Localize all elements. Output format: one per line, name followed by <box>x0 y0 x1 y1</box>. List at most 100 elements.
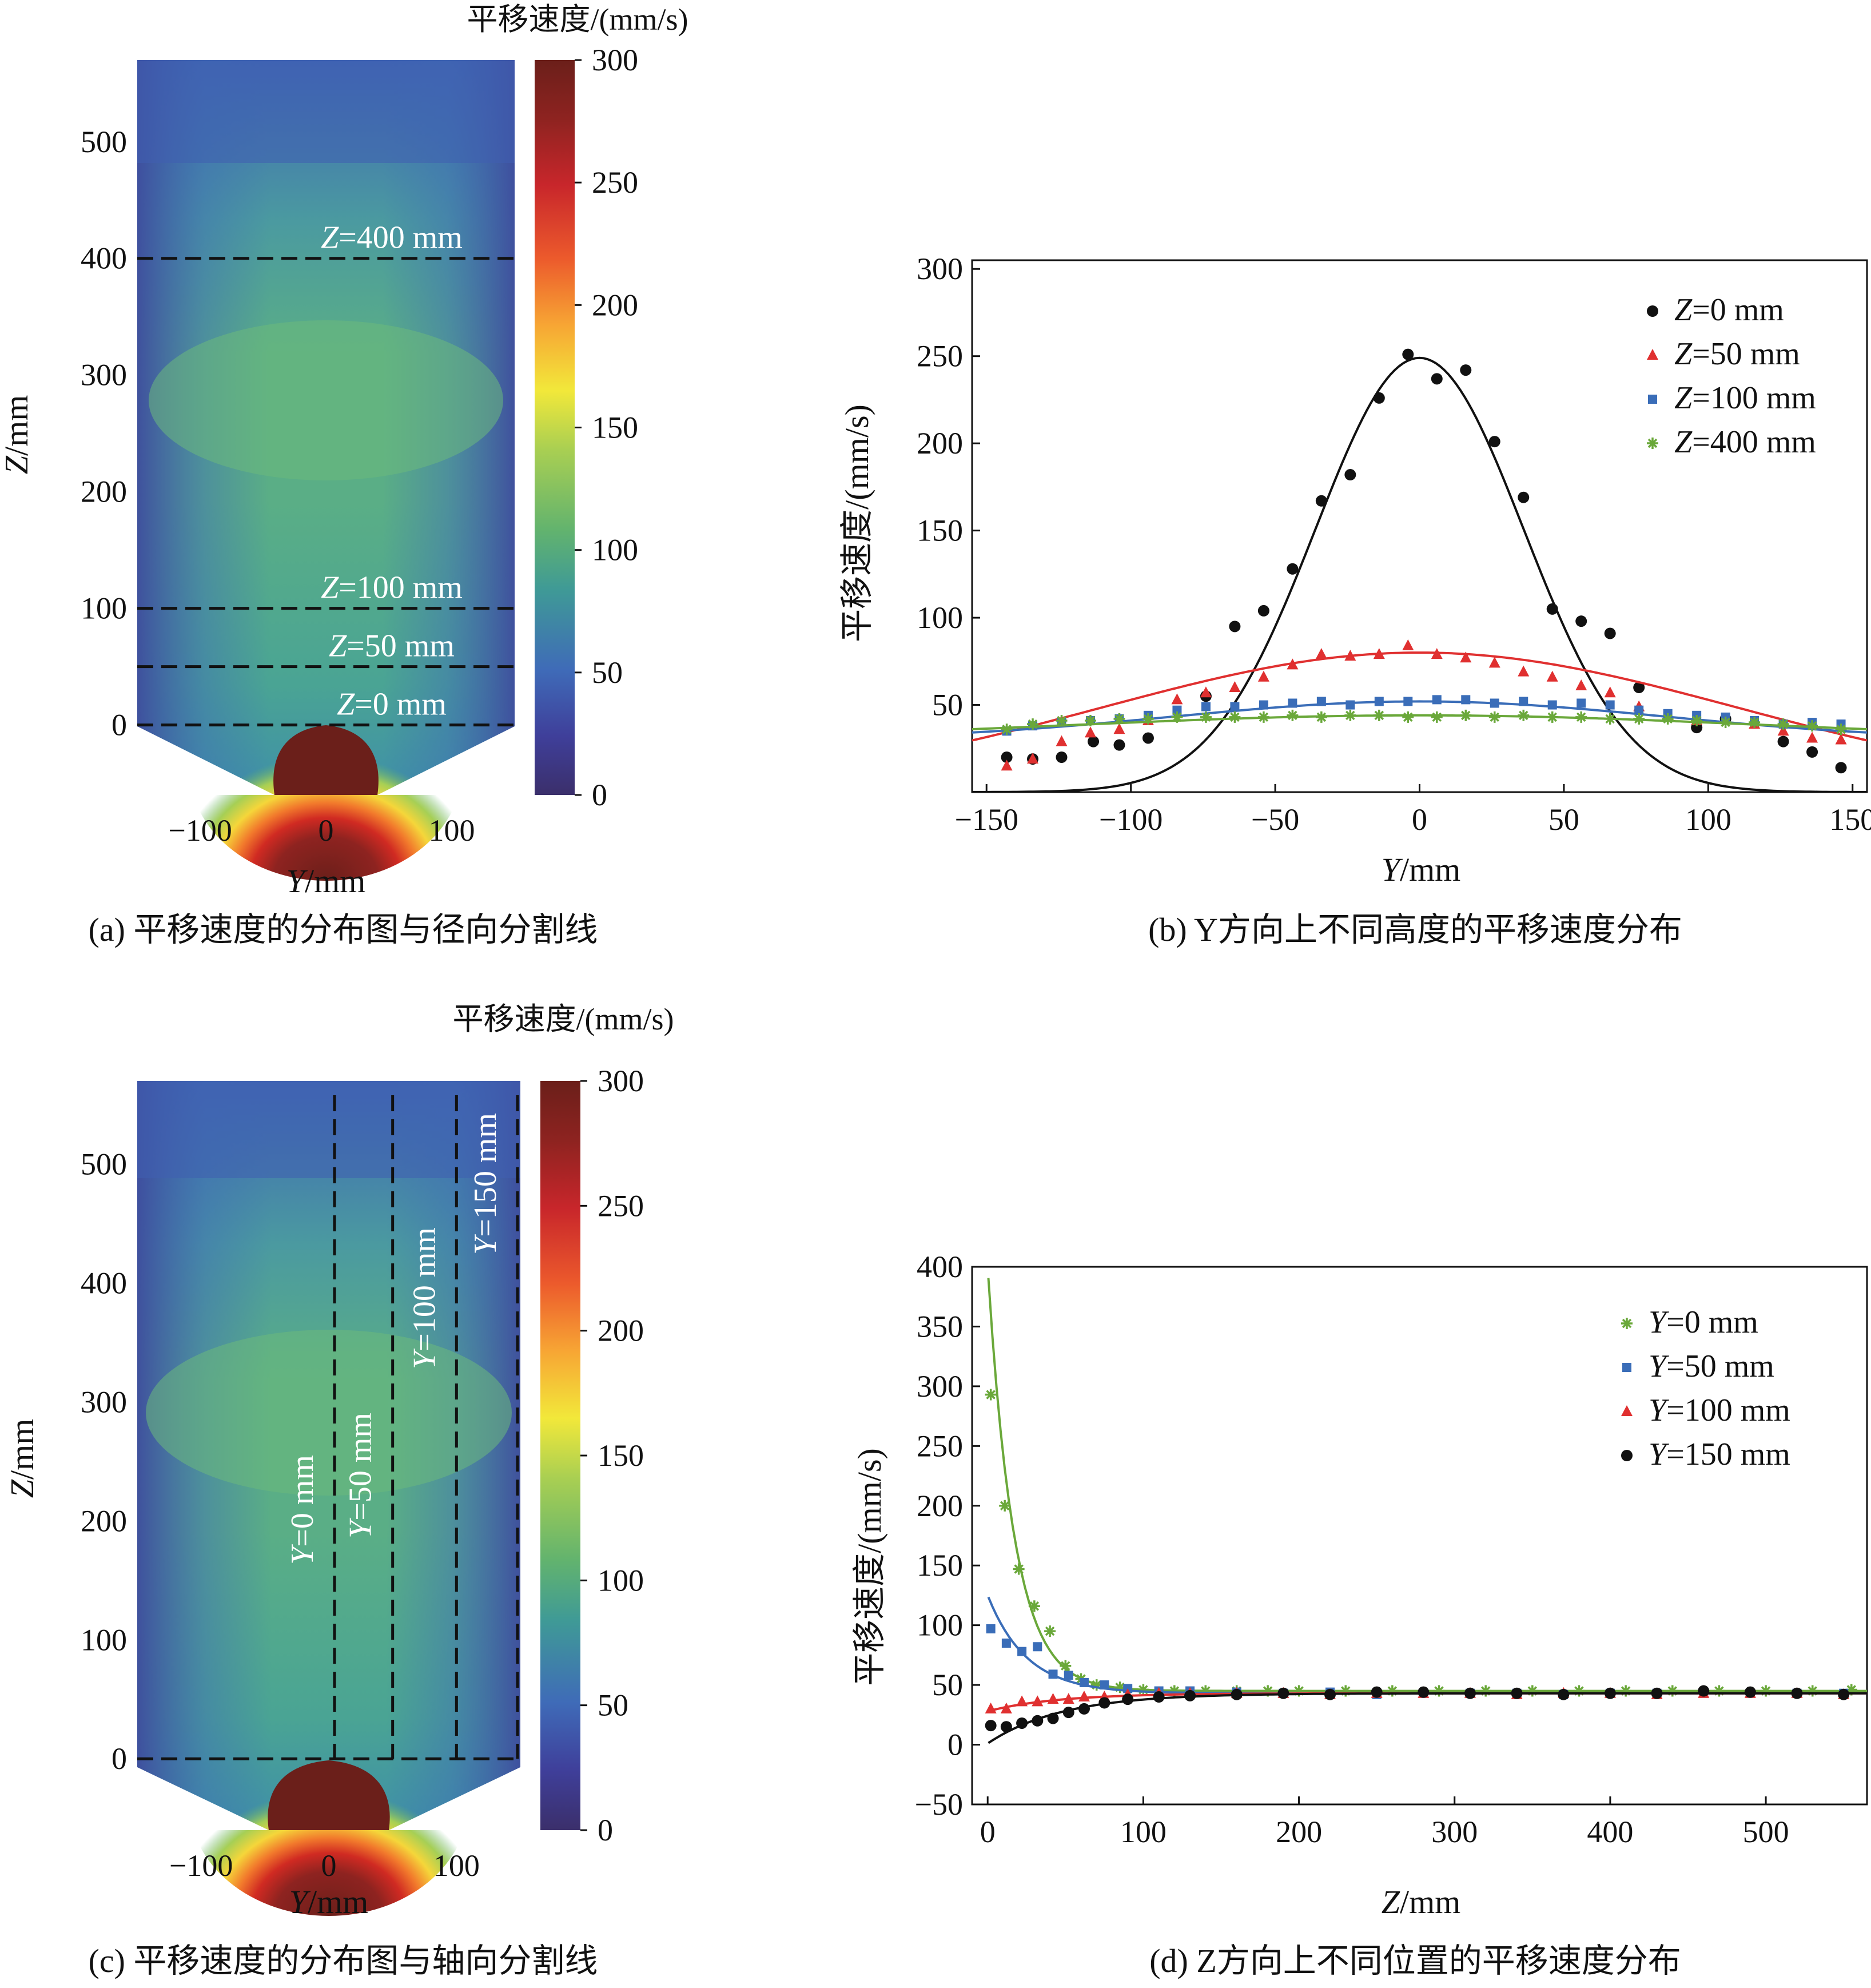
scatter-d-xlabel: Z/mm <box>1382 1883 1461 1921</box>
data-point <box>1056 735 1068 746</box>
cut-line-label: Z=400 mm <box>321 220 463 256</box>
y-tick-label: 300 <box>917 252 963 286</box>
legend-label: Y=0 mm <box>1649 1305 1758 1340</box>
data-point <box>1201 702 1211 711</box>
data-point <box>1344 709 1356 721</box>
legend-label: Y=100 mm <box>1649 1393 1790 1428</box>
series <box>985 1685 1867 1744</box>
colorbar-c <box>540 1081 580 1830</box>
data-point <box>1047 1693 1059 1704</box>
x-tick-label: −100 <box>169 1848 233 1883</box>
data-point <box>999 1500 1011 1512</box>
fit-line <box>972 651 1867 742</box>
data-point <box>1257 711 1269 723</box>
x-tick-label: 300 <box>1431 1815 1478 1849</box>
colorbar-tick-label: 0 <box>598 1813 613 1847</box>
caption-a: (a) 平移速度的分布图与径向分割线 <box>89 911 598 948</box>
data-point <box>1698 1685 1710 1697</box>
heatmap-c-ylabel: Z/mm <box>3 1419 41 1498</box>
data-point <box>1084 726 1096 738</box>
heatmap-a <box>137 60 515 881</box>
data-point <box>1288 698 1297 708</box>
data-point <box>1604 686 1616 698</box>
data-point <box>1032 1695 1044 1707</box>
scatter-d-ylabel: 平移速度/(mm/s) <box>851 1448 888 1686</box>
data-point <box>1001 1639 1011 1648</box>
x-tick-label: −100 <box>1099 802 1163 837</box>
series <box>972 348 1867 792</box>
data-point <box>1001 723 1013 735</box>
heatmap-c-top-band <box>137 1081 520 1178</box>
colorbar-tick-label: 150 <box>598 1438 644 1473</box>
data-point <box>986 1624 996 1633</box>
data-point <box>985 1720 997 1732</box>
data-point <box>1056 752 1068 764</box>
y-tick-label: 500 <box>81 125 127 159</box>
data-point <box>1666 1685 1678 1697</box>
data-point <box>1027 753 1039 764</box>
colorbar-tick-label: 100 <box>592 533 638 567</box>
data-point <box>1293 1685 1305 1697</box>
data-point <box>1113 713 1125 725</box>
data-point <box>1374 697 1384 706</box>
data-point <box>1511 1687 1523 1699</box>
data-point <box>1001 760 1013 771</box>
cut-line-label: Y=150 mm <box>468 1113 503 1255</box>
data-point <box>1262 1685 1274 1697</box>
data-point <box>1488 436 1500 448</box>
x-tick-label: 200 <box>1276 1815 1322 1849</box>
data-point <box>1098 1697 1110 1709</box>
data-point <box>1259 700 1268 710</box>
fit-line <box>987 1596 1867 1695</box>
colorbar-tick-label: 250 <box>598 1188 644 1223</box>
y-tick-label: 200 <box>917 426 963 460</box>
data-point <box>1518 709 1530 721</box>
data-point <box>1056 714 1068 726</box>
data-point <box>1633 713 1645 725</box>
data-point <box>1153 1691 1165 1703</box>
panel-d: 0 100 200 300 400 500 −50 0 50 100 150 200 250 300 350… <box>851 1250 1868 1979</box>
colorbar-c-title: 平移速度/(mm/s) <box>453 1002 674 1036</box>
data-point <box>1460 709 1472 721</box>
data-point <box>1062 1707 1074 1719</box>
data-point <box>1547 700 1557 710</box>
data-point <box>1257 605 1269 617</box>
y-tick-label: 200 <box>917 1489 963 1523</box>
colorbar-tick-label: 150 <box>592 411 638 445</box>
x-tick-label: 0 <box>319 813 334 848</box>
y-tick-label: 300 <box>81 358 127 392</box>
data-point <box>1078 1691 1090 1701</box>
data-point <box>1230 702 1240 711</box>
data-point <box>1142 713 1154 725</box>
data-point <box>1184 1689 1196 1701</box>
data-point <box>1845 1684 1857 1696</box>
data-point <box>1604 627 1616 639</box>
data-point <box>1431 648 1443 659</box>
data-point <box>985 1702 997 1713</box>
x-tick-label: 0 <box>321 1848 337 1883</box>
x-tick-label: 100 <box>1120 1815 1167 1849</box>
panel-c: Y=0 mm Y=50 mmY=100 mm Y=150 mm Z/mm Y/mm … <box>3 1002 674 1979</box>
y-tick-label: 250 <box>917 339 963 373</box>
data-point <box>1371 1686 1383 1698</box>
heatmap-a-ticks: 0 100 200 300 400 500 −100 0 100 <box>81 125 475 848</box>
colorbar-tick-label: 0 <box>592 778 607 812</box>
data-point <box>1016 1695 1028 1707</box>
data-point <box>1838 1688 1850 1700</box>
cut-line-label: Y=100 mm <box>407 1227 442 1369</box>
x-tick-label: 150 <box>1829 802 1871 837</box>
heatmap-c-ticks: 0 100 200 300 400 500 −100 0 100 <box>81 1147 480 1883</box>
y-tick-label: 300 <box>917 1369 963 1403</box>
data-point <box>1744 1686 1756 1698</box>
data-point <box>1229 711 1241 723</box>
data-point <box>1386 1685 1398 1697</box>
data-point <box>1575 615 1587 627</box>
y-tick-label: 150 <box>917 1548 963 1583</box>
x-tick-label: 100 <box>433 1848 480 1883</box>
colorbar-tick-label: 200 <box>598 1314 644 1348</box>
cut-line-label: Z=100 mm <box>321 570 463 606</box>
legend-label: Z=0 mm <box>1674 292 1784 328</box>
colorbar-tick-label: 50 <box>598 1688 628 1723</box>
data-point <box>1000 1721 1012 1733</box>
